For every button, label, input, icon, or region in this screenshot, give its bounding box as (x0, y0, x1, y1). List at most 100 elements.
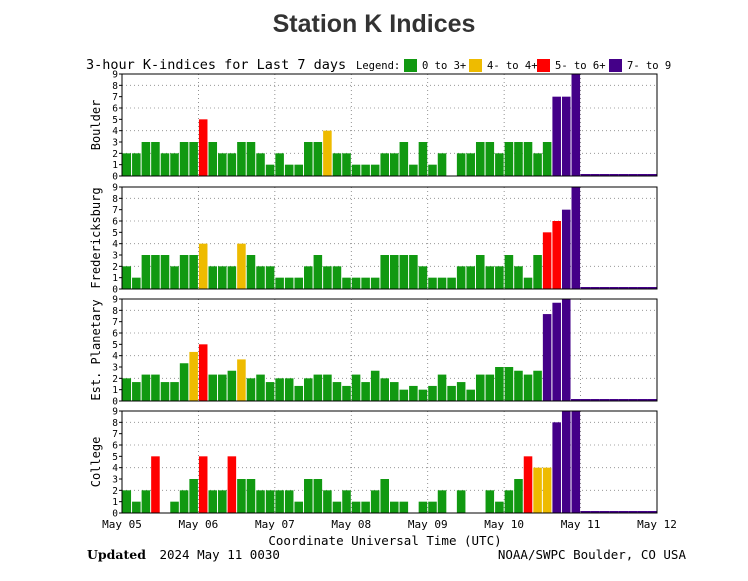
k-index-bar (323, 266, 332, 289)
legend-label: 5- to 6+ (555, 60, 606, 72)
empty-bin-marker (637, 174, 648, 176)
x-tick-label: May 12 (637, 518, 677, 531)
k-index-bar (552, 302, 561, 401)
empty-bin-marker (647, 511, 657, 513)
x-tick-label: May 11 (561, 518, 601, 531)
k-index-bar (227, 370, 237, 401)
k-index-bar (132, 153, 141, 176)
y-tick-label: 1 (112, 273, 118, 284)
k-index-bar (284, 277, 294, 289)
k-index-bar (370, 370, 380, 401)
k-index-bar (370, 490, 380, 513)
k-index-bar (323, 490, 332, 513)
k-index-bar (399, 255, 409, 289)
y-tick-label: 9 (112, 407, 118, 418)
k-index-bar (504, 367, 514, 401)
k-index-bar (141, 142, 151, 176)
y-tick-label: 9 (112, 183, 118, 194)
k-index-bar (495, 266, 504, 289)
k-index-bar (227, 456, 237, 513)
k-index-bar (218, 490, 227, 513)
k-index-bar (218, 374, 227, 401)
empty-bin-marker (580, 287, 591, 289)
k-index-bar (504, 255, 514, 289)
y-tick-label: 6 (112, 441, 118, 452)
k-index-bar (437, 153, 447, 176)
k-index-bar (561, 299, 571, 401)
empty-bin-marker (637, 287, 648, 289)
k-index-bar (208, 266, 218, 289)
k-index-bar (227, 153, 237, 176)
k-index-bar (542, 467, 552, 513)
panel-frame (121, 410, 658, 514)
k-index-bar (313, 255, 323, 289)
k-index-bar (198, 344, 208, 401)
k-index-bar (275, 277, 284, 289)
footer-updated-label: Updated (87, 547, 146, 562)
k-index-bar (189, 351, 198, 401)
k-index-bar (437, 277, 447, 289)
k-index-bar (523, 142, 533, 176)
k-index-bar (514, 479, 523, 513)
k-index-bar (428, 277, 437, 289)
k-index-bar (246, 255, 256, 289)
y-tick-label: 8 (112, 194, 118, 205)
k-index-bar (151, 374, 160, 401)
k-index-bar (189, 142, 198, 176)
k-index-bar (514, 142, 523, 176)
k-index-bar (170, 266, 179, 289)
empty-bin-marker (599, 287, 610, 289)
k-index-bar (571, 411, 581, 513)
page-title: Station K Indices (272, 10, 476, 38)
empty-bin-marker (590, 399, 600, 401)
k-index-bar (141, 374, 151, 401)
k-index-bar (409, 385, 418, 401)
station-label: College (89, 437, 103, 488)
k-index-bar (485, 374, 495, 401)
k-index-bar (275, 490, 284, 513)
k-index-bar (504, 490, 514, 513)
k-index-bar (284, 164, 294, 176)
k-index-bar (437, 374, 447, 401)
y-tick-label: 9 (112, 70, 118, 81)
empty-bin-marker (609, 287, 619, 289)
k-index-bar (342, 490, 351, 513)
k-index-bar (533, 255, 542, 289)
k-index-bar (313, 374, 323, 401)
k-index-bar (418, 389, 428, 401)
k-index-bar (409, 255, 418, 289)
k-index-bar (265, 382, 275, 401)
empty-bin-marker (590, 174, 600, 176)
empty-bin-marker (628, 174, 638, 176)
legend-label: 7- to 9 (627, 60, 671, 72)
k-index-bar (265, 490, 275, 513)
empty-bin-marker (618, 399, 629, 401)
k-index-bar (418, 142, 428, 176)
k-index-bar (351, 501, 361, 513)
k-index-bar (552, 422, 561, 513)
k-index-bar (246, 479, 256, 513)
k-index-bar (456, 490, 466, 513)
k-index-bar (456, 382, 466, 401)
empty-bin-marker (609, 174, 619, 176)
legend-label: 4- to 4+ (487, 60, 538, 72)
x-tick-label: May 05 (102, 518, 142, 531)
k-index-bar (370, 277, 380, 289)
k-index-bar (342, 385, 351, 401)
k-index-bar (294, 385, 304, 401)
k-index-bar (304, 266, 313, 289)
k-index-bar (170, 153, 179, 176)
k-index-bar (342, 277, 351, 289)
y-tick-label: 8 (112, 418, 118, 429)
y-tick-label: 8 (112, 81, 118, 92)
k-index-bar (542, 142, 552, 176)
panel-frame (121, 73, 658, 177)
k-index-bar (351, 164, 361, 176)
k-index-bar (514, 266, 523, 289)
k-index-bar (294, 164, 304, 176)
legend-swatch (404, 59, 417, 72)
k-index-bar (466, 266, 475, 289)
empty-bin-marker (618, 174, 629, 176)
k-index-bar (390, 153, 399, 176)
